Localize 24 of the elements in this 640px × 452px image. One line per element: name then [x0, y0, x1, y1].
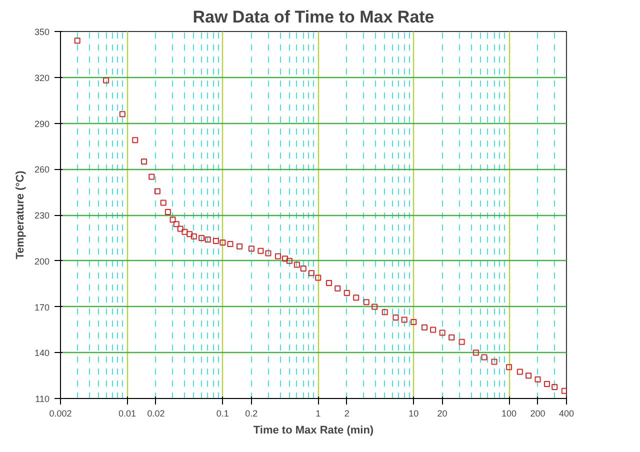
y-axis-title: Temperature (°C): [14, 170, 26, 260]
chart-title: Raw Data of Time to Max Rate: [192, 8, 434, 26]
x-tick-label: 400: [558, 408, 574, 418]
x-tick-label: 2: [344, 408, 350, 418]
y-tick-label: 320: [34, 72, 50, 83]
y-tick-label: 140: [34, 348, 50, 358]
y-tick-label: 260: [34, 164, 50, 175]
x-tick-label: 0.2: [245, 408, 258, 418]
x-tick-label: 200: [530, 408, 546, 418]
x-tick-label: 10: [408, 408, 419, 418]
x-axis-title: Time to Max Rate (min): [253, 424, 374, 436]
y-tick-label: 350: [34, 27, 50, 37]
x-tick-label: 20: [437, 408, 448, 418]
x-tick-label: 1: [316, 408, 321, 418]
y-tick-label: 200: [34, 256, 50, 266]
x-tick-label: 0.01: [118, 408, 136, 418]
x-tick-label: 0.02: [147, 408, 165, 418]
y-tick-label: 170: [34, 302, 50, 312]
y-tick-label: 230: [34, 210, 50, 220]
y-tick-label: 290: [34, 118, 50, 129]
y-tick-label: 110: [35, 394, 50, 404]
x-tick-label: 0.1: [216, 408, 229, 418]
x-tick-label: 100: [502, 408, 517, 418]
x-tick-label: 0.002: [49, 408, 72, 418]
